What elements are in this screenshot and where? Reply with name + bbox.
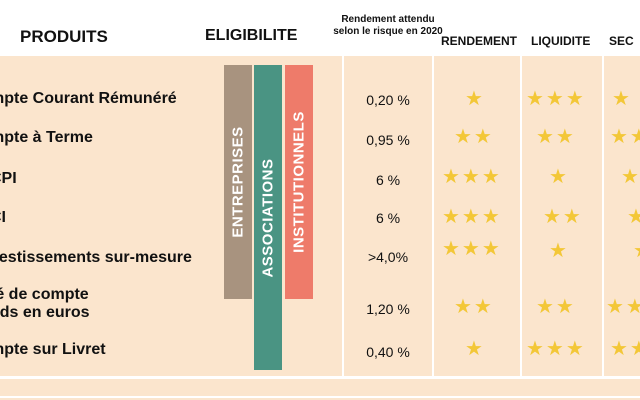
table-bottom-divider <box>0 376 640 379</box>
table-row: CPI 6 % ★★★ ★ ★ <box>0 160 640 200</box>
liquidite-stars: ★ <box>549 240 569 262</box>
securite-stars: ★ <box>633 240 640 262</box>
header-securite: SEC <box>609 34 634 48</box>
product-rate: 0,95 % <box>366 132 410 148</box>
header-rendement: RENDEMENT <box>441 34 518 48</box>
liquidite-stars: ★★ <box>543 206 583 228</box>
product-name: CI <box>0 209 6 226</box>
product-name: mpte Courant Rémunéré <box>0 90 177 107</box>
product-name: mpte à Terme <box>0 129 93 146</box>
eligibility-bar-associations: ASSOCIATIONS <box>254 65 282 370</box>
securite-stars: ★★ <box>610 338 640 360</box>
product-name: CPI <box>0 170 17 187</box>
table-row: CI 6 % ★★★ ★★ ★ <box>0 200 640 240</box>
product-rate: 0,20 % <box>366 92 410 108</box>
product-rate: 0,40 % <box>366 344 410 360</box>
liquidite-stars: ★ <box>549 166 569 188</box>
product-name: mpte sur Livret <box>0 341 106 358</box>
product-rate: 6 % <box>375 210 401 226</box>
footer-divider <box>0 396 640 398</box>
column-divider <box>602 56 604 376</box>
securite-stars: ★★ <box>610 126 640 148</box>
eligibility-bar-entreprises: ENTREPRISES <box>224 65 252 299</box>
securite-stars: ★ <box>612 88 632 110</box>
product-name-line2: nds en euros <box>0 304 90 321</box>
table-row: vestissements sur-mesure >4,0% ★★★ ★ ★ <box>0 238 640 280</box>
column-divider <box>342 56 344 376</box>
rendement-stars: ★ <box>465 338 485 360</box>
column-divider <box>520 56 522 376</box>
securite-stars: ★★ <box>606 296 640 318</box>
product-name: té de compte <box>0 286 89 303</box>
liquidite-stars: ★★ <box>536 296 576 318</box>
header-produits: PRODUITS <box>20 27 108 46</box>
header-rendement-attendu: Rendement attendu selon le risque en 202… <box>333 14 443 37</box>
table-row: mpte à Terme 0,95 % ★★ ★★ ★★ <box>0 120 640 160</box>
header-liquidite: LIQUIDITE <box>531 34 591 48</box>
table-row: mpte Courant Rémunéré 0,20 % ★ ★★★ ★ <box>0 80 640 120</box>
header-eligibilite: ELIGIBILITE <box>205 27 298 44</box>
product-rate: >4,0% <box>367 249 409 265</box>
table-body <box>0 56 640 400</box>
rendement-stars: ★★★ <box>442 238 502 260</box>
rendement-stars: ★ <box>465 88 485 110</box>
rendement-stars: ★★ <box>454 126 494 148</box>
liquidite-stars: ★★★ <box>526 338 586 360</box>
rendement-stars: ★★★ <box>442 166 502 188</box>
rendement-stars: ★★★ <box>442 206 502 228</box>
liquidite-stars: ★★ <box>536 126 576 148</box>
liquidite-stars: ★★★ <box>526 88 586 110</box>
securite-stars: ★ <box>621 166 640 188</box>
product-rate: 6 % <box>375 172 401 188</box>
table-header: PRODUITS ELIGIBILITE Rendement attendu s… <box>0 0 640 56</box>
securite-stars: ★ <box>627 206 640 228</box>
product-name: vestissements sur-mesure <box>0 249 192 266</box>
column-divider <box>432 56 434 376</box>
product-rate: 1,20 % <box>366 301 410 317</box>
eligibility-bar-institutionnels: INSTITUTIONNELS <box>285 65 313 299</box>
table-row: té de compte nds en euros 1,20 % ★★ ★★ ★… <box>0 282 640 330</box>
table-row: mpte sur Livret 0,40 % ★ ★★★ ★★ <box>0 332 640 372</box>
rendement-stars: ★★ <box>454 296 494 318</box>
